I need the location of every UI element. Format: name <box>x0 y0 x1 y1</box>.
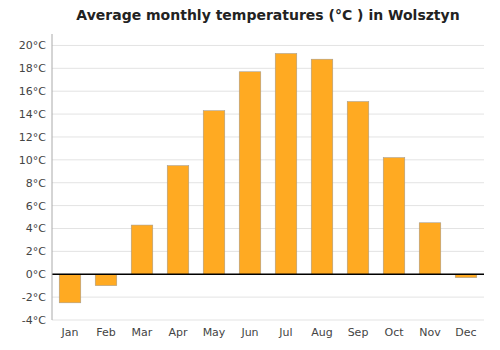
y-tick-label: 14°C <box>19 108 46 121</box>
x-tick-label: Feb <box>96 326 115 339</box>
chart-container: Average monthly temperatures (°C ) in Wo… <box>0 0 500 350</box>
grid-line <box>52 136 484 137</box>
bar <box>347 101 369 274</box>
zero-line <box>52 273 484 275</box>
x-tick-label: Mar <box>132 326 153 339</box>
bar <box>203 111 225 275</box>
bar <box>59 274 81 303</box>
y-tick-label: 18°C <box>19 62 46 75</box>
y-tick-label: 4°C <box>26 222 46 235</box>
y-tick-label: 10°C <box>19 154 46 167</box>
y-tick-label: -2°C <box>22 291 46 304</box>
y-tick-label: 0°C <box>26 268 46 281</box>
chart: Average monthly temperatures (°C ) in Wo… <box>0 0 500 350</box>
grid-line <box>52 274 484 275</box>
x-tick-label: Aug <box>311 326 332 339</box>
x-tick-label: Jun <box>240 326 258 339</box>
x-tick-label: Jul <box>278 326 292 339</box>
grid-line <box>52 68 484 69</box>
y-tick-label: -4°C <box>22 314 46 327</box>
grid-line <box>52 320 484 321</box>
bar <box>275 53 297 274</box>
y-tick-label: 16°C <box>19 85 46 98</box>
grid-line <box>52 297 484 298</box>
x-tick-label: Oct <box>384 326 404 339</box>
grid-line <box>52 45 484 46</box>
y-axis-line <box>52 34 53 320</box>
x-tick-label: May <box>203 326 226 339</box>
grid-line <box>52 91 484 92</box>
x-tick-label: Nov <box>419 326 441 339</box>
bar <box>239 72 261 274</box>
grid-line <box>52 205 484 206</box>
grid-line <box>52 159 484 160</box>
y-tick-label: 8°C <box>26 177 46 190</box>
x-tick-label: Apr <box>168 326 188 339</box>
title: Average monthly temperatures (°C ) in Wo… <box>76 7 459 23</box>
x-tick-label: Sep <box>348 326 369 339</box>
bar <box>95 274 117 285</box>
bars <box>59 53 477 302</box>
bar <box>167 166 189 275</box>
bar <box>419 223 441 274</box>
grid-line <box>52 182 484 183</box>
x-tick-label: Jan <box>61 326 79 339</box>
bar <box>383 158 405 275</box>
y-tick-label: 6°C <box>26 200 46 213</box>
bar <box>131 225 153 274</box>
grid <box>52 45 484 320</box>
y-tick-label: 12°C <box>19 131 46 144</box>
grid-line <box>52 114 484 115</box>
y-tick-label: 2°C <box>26 245 46 258</box>
bar <box>311 59 333 274</box>
x-axis-ticks: Jan Feb Mar Apr May Jun Jul Aug Sep Oct Nov Dec <box>61 326 477 339</box>
y-axis-ticks: -4°C -2°C 0°C 2°C 4°C 6°C 8°C 10°C 12°C 14°C 16°C 1… <box>19 39 46 327</box>
x-tick-label: Dec <box>455 326 476 339</box>
y-tick-label: 20°C <box>19 39 46 52</box>
